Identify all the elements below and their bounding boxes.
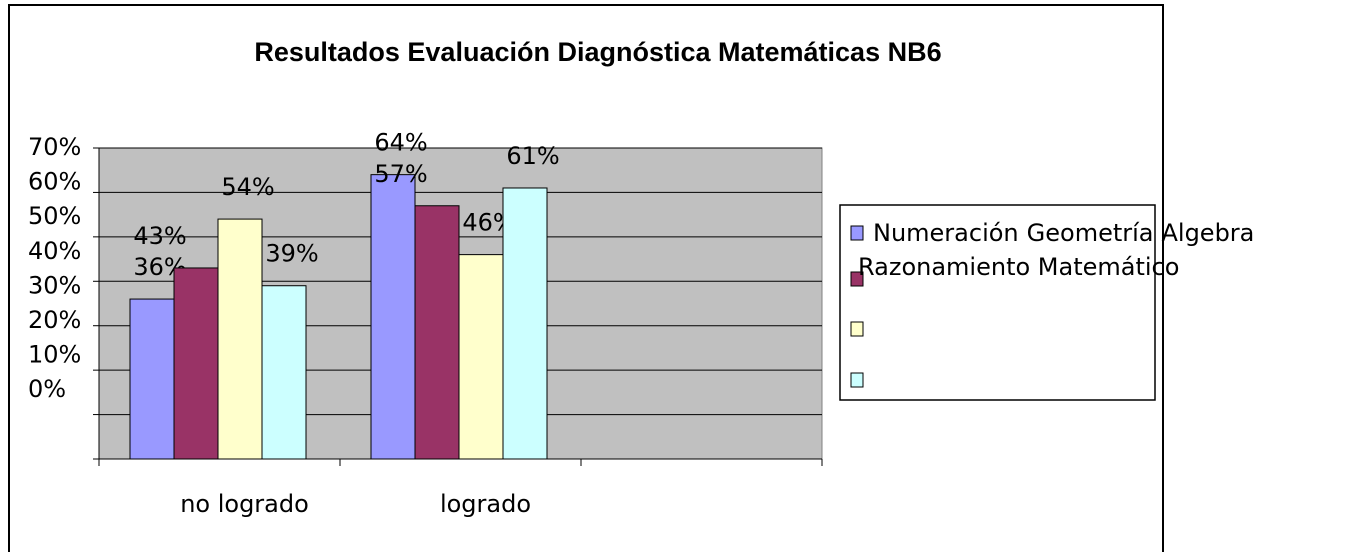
legend-swatch — [850, 372, 864, 388]
legend-label: Razonamiento Matemático — [858, 253, 1179, 281]
bar — [217, 218, 263, 460]
bar — [370, 174, 416, 460]
y-tick-label: 20% — [28, 306, 81, 334]
data-label: 54% — [221, 173, 274, 201]
bar — [414, 205, 460, 460]
legend-label: Geometría — [1027, 219, 1154, 247]
legend-label: Algebra — [1161, 219, 1254, 247]
legend — [839, 204, 1156, 401]
data-label: 39% — [265, 240, 318, 268]
data-label: 57% — [374, 160, 427, 188]
bar — [173, 267, 219, 460]
bar — [129, 298, 175, 460]
bar — [458, 254, 504, 460]
bar — [261, 285, 307, 460]
legend-swatch — [850, 225, 864, 241]
y-tick-label: 10% — [28, 341, 81, 369]
data-label: 43% — [133, 222, 186, 250]
x-tick-label: no logrado — [180, 490, 309, 518]
bar — [502, 187, 548, 460]
x-tick-label: logrado — [440, 490, 531, 518]
y-tick-label: 40% — [28, 237, 81, 265]
legend-label: Numeración — [873, 219, 1019, 247]
chart-title: Resultados Evaluación Diagnóstica Matemá… — [254, 37, 941, 67]
legend-swatch — [850, 271, 864, 287]
legend-labels: Numeración Geometría Algebra — [873, 219, 1254, 247]
y-tick-label: 70% — [28, 133, 81, 161]
data-label: 64% — [374, 129, 427, 157]
y-tick-label: 0% — [28, 375, 66, 403]
data-label: 61% — [506, 142, 559, 170]
legend-swatch — [850, 321, 864, 337]
y-tick-label: 30% — [28, 271, 81, 299]
y-tick-label: 60% — [28, 168, 81, 196]
y-tick-label: 50% — [28, 202, 81, 230]
